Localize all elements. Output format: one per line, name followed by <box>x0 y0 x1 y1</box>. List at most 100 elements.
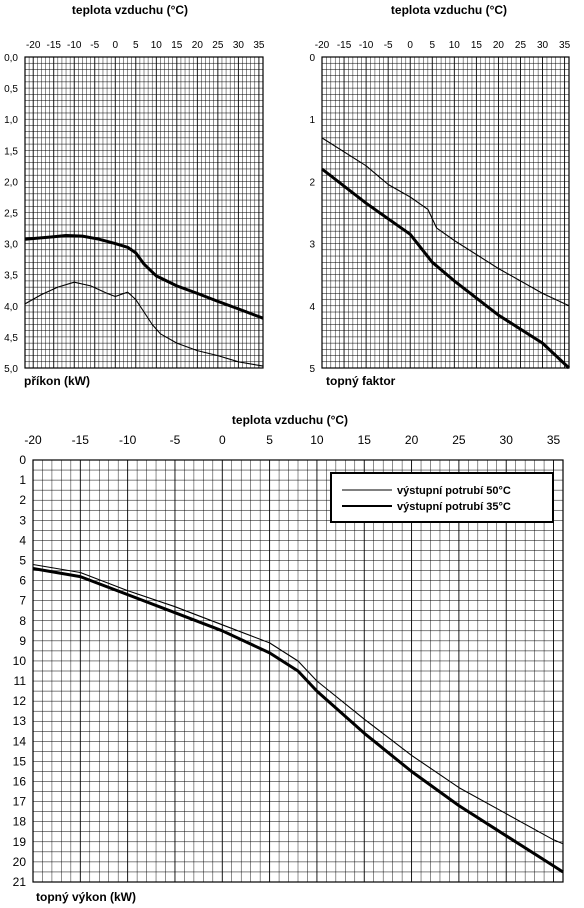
y-tick-label: 14 <box>13 734 27 748</box>
legend-box <box>330 472 554 523</box>
y-tick-label: 2,0 <box>4 177 18 188</box>
y-tick-label: 0 <box>309 53 315 64</box>
y-tick-label: 3 <box>309 240 315 251</box>
y-tick-label: 7 <box>19 594 26 608</box>
y-tick-label: 2 <box>19 493 26 507</box>
x-tick-label: 20 <box>192 40 204 51</box>
power-input-x-ticks: -20 -15 -10 -5 0 5 10 15 20 25 30 35 <box>26 40 265 51</box>
heating-factor-grid <box>321 56 570 369</box>
plot-frame <box>321 56 570 369</box>
y-tick-label: 3,0 <box>4 240 18 251</box>
series-line-thick <box>321 167 571 370</box>
heating-output-title: teplota vzduchu (°C) <box>232 413 348 427</box>
heating-output-chart: teplota vzduchu (°C) -20 -15 -10 -5 0 5 10 15 20… <box>13 413 564 904</box>
y-tick-label: 1,5 <box>4 146 18 157</box>
y-tick-label: 0,5 <box>4 84 18 95</box>
x-tick-label: 25 <box>212 40 224 51</box>
heating-output-x-ticks: -20 -15 -10 -5 0 5 10 15 20 25 30 35 <box>24 433 560 447</box>
power-input-y-ticks: 0,0 0,5 1,0 1,5 2,0 2,5 3,0 3,5 4,0 4,5 5,0 <box>4 53 18 375</box>
heating-factor-series <box>321 137 571 370</box>
y-tick-label: 4 <box>309 302 315 313</box>
x-tick-label: -20 <box>24 433 42 447</box>
heating-factor-chart: teplota vzduchu (°C) -20 -15 -10 -5 0 5 10 15 20… <box>309 3 570 388</box>
heating-factor-title: teplota vzduchu (°C) <box>391 3 507 17</box>
series-line-thin <box>32 563 564 845</box>
y-tick-label: 12 <box>13 694 27 708</box>
y-tick-label: 20 <box>13 855 27 869</box>
x-tick-label: -5 <box>90 40 99 51</box>
x-tick-label: -5 <box>384 40 393 51</box>
power-input-y-axis-label: příkon (kW) <box>24 374 90 388</box>
y-tick-label: 4,5 <box>4 333 18 344</box>
x-tick-label: 30 <box>233 40 245 51</box>
power-input-grid <box>24 56 264 369</box>
heating-factor-x-ticks: -20 -15 -10 -5 0 5 10 15 20 25 30 35 <box>315 40 571 51</box>
x-tick-label: 0 <box>407 40 413 51</box>
y-tick-label: 9 <box>19 634 26 648</box>
x-tick-label: 15 <box>171 40 183 51</box>
series-line-thick <box>24 234 264 320</box>
x-tick-label: 0 <box>112 40 118 51</box>
y-tick-label: 5 <box>309 364 315 375</box>
y-tick-label: 5 <box>19 553 26 567</box>
x-tick-label: 15 <box>358 433 372 447</box>
y-tick-label: 1,0 <box>4 115 18 126</box>
y-tick-label: 11 <box>14 674 27 688</box>
y-tick-label: 5,0 <box>4 364 18 375</box>
series-line-thin <box>24 281 264 367</box>
y-tick-label: 13 <box>13 714 27 728</box>
plot-frame <box>24 56 264 369</box>
y-tick-label: 4 <box>19 533 26 547</box>
x-tick-label: 35 <box>547 433 561 447</box>
y-tick-label: 2,5 <box>4 209 18 220</box>
power-input-title: teplota vzduchu (°C) <box>72 3 188 17</box>
x-tick-label: 25 <box>452 433 466 447</box>
x-tick-label: 20 <box>493 40 505 51</box>
x-tick-label: 0 <box>219 433 226 447</box>
x-tick-label: -15 <box>72 433 90 447</box>
y-tick-label: 10 <box>13 654 27 668</box>
x-tick-label: -15 <box>46 40 61 51</box>
y-tick-label: 1 <box>309 115 315 126</box>
x-tick-label: 5 <box>266 433 273 447</box>
y-tick-label: 8 <box>19 614 26 628</box>
plot-frame <box>32 459 564 883</box>
y-tick-label: 21 <box>13 875 27 889</box>
x-tick-label: -5 <box>170 433 181 447</box>
x-tick-label: 5 <box>429 40 435 51</box>
y-tick-label: 0 <box>19 453 26 467</box>
x-tick-label: 35 <box>559 40 571 51</box>
x-tick-label: 10 <box>151 40 163 51</box>
heating-output-legend: výstupní potrubí 50°C výstupní potrubí 3… <box>330 472 554 523</box>
x-tick-label: -10 <box>119 433 137 447</box>
y-tick-label: 15 <box>13 754 27 768</box>
y-tick-label: 6 <box>19 574 26 588</box>
power-input-series <box>24 234 264 367</box>
x-tick-label: -20 <box>315 40 330 51</box>
heating-factor-y-axis-label: topný faktor <box>326 374 396 388</box>
x-tick-label: -10 <box>359 40 374 51</box>
y-tick-label: 3,5 <box>4 271 18 282</box>
heating-output-y-axis-label: topný výkon (kW) <box>36 890 136 904</box>
y-tick-label: 19 <box>13 835 27 849</box>
x-tick-label: 25 <box>515 40 527 51</box>
y-tick-label: 16 <box>13 775 27 789</box>
power-input-chart: teplota vzduchu (°C) -20 -15 -10 -5 0 5 10 15 20… <box>4 3 265 388</box>
y-tick-label: 0,0 <box>4 53 18 64</box>
y-tick-label: 18 <box>13 815 27 829</box>
y-tick-label: 4,0 <box>4 302 18 313</box>
series-line-thick <box>32 567 564 874</box>
y-tick-label: 17 <box>13 795 27 809</box>
y-tick-label: 2 <box>309 177 315 188</box>
x-tick-label: 30 <box>537 40 549 51</box>
x-tick-label: 30 <box>500 433 514 447</box>
x-tick-label: -15 <box>337 40 352 51</box>
y-tick-label: 1 <box>19 473 26 487</box>
legend-label-50c: výstupní potrubí 50°C <box>397 485 511 497</box>
heating-output-series <box>32 563 564 874</box>
x-tick-label: 10 <box>449 40 461 51</box>
legend-label-35c: výstupní potrubí 35°C <box>397 501 511 513</box>
x-tick-label: 5 <box>133 40 139 51</box>
